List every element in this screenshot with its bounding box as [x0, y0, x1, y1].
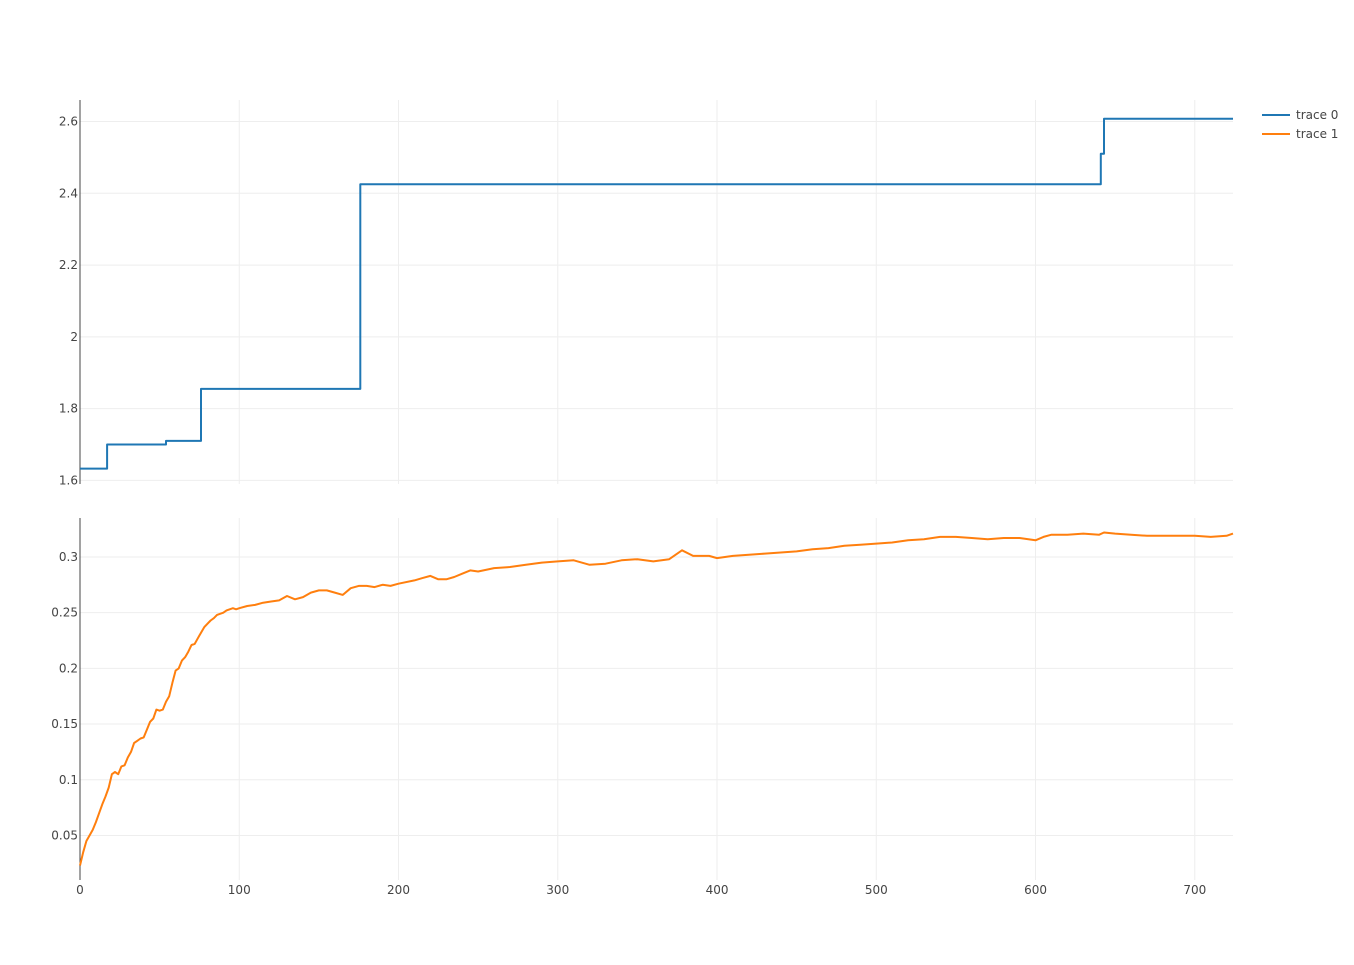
series-line-trace-0 — [80, 117, 1233, 470]
axis-layer: 0 100 200 300 400 500 600 700 1.6 1.8 2 2.2 2.4 2.6 0.… — [51, 100, 1206, 897]
grid-layer — [80, 100, 1233, 880]
series-layer — [79, 117, 1234, 866]
y-tick-label-lower: 0.15 — [51, 717, 78, 731]
legend[interactable]: trace 0 trace 1 — [1262, 108, 1338, 141]
y-tick-label-upper: 2.4 — [59, 186, 78, 200]
x-tick-label: 0 — [76, 883, 84, 897]
x-tick-label: 500 — [865, 883, 888, 897]
y-tick-label-upper: 2.6 — [59, 115, 78, 129]
y-tick-label-lower: 0.25 — [51, 606, 78, 620]
legend-label-trace-1: trace 1 — [1296, 127, 1338, 141]
x-tick-label: 200 — [387, 883, 410, 897]
series-line-trace-1 — [79, 531, 1234, 866]
legend-item-trace-1[interactable]: trace 1 — [1262, 127, 1338, 141]
y-tick-label-upper: 1.6 — [59, 473, 78, 487]
y-tick-label-upper: 2.2 — [59, 258, 78, 272]
y-tick-label-upper: 2 — [70, 330, 78, 344]
x-tick-label: 100 — [228, 883, 251, 897]
y-tick-label-lower: 0.2 — [59, 661, 78, 675]
legend-label-trace-0: trace 0 — [1296, 108, 1338, 122]
legend-item-trace-0[interactable]: trace 0 — [1262, 108, 1338, 122]
y-tick-label-lower: 0.05 — [51, 828, 78, 842]
y-tick-label-upper: 1.8 — [59, 402, 78, 416]
x-tick-label: 300 — [546, 883, 569, 897]
x-tick-label: 400 — [706, 883, 729, 897]
y-tick-label-lower: 0.3 — [59, 550, 78, 564]
y-tick-label-lower: 0.1 — [59, 773, 78, 787]
x-tick-label: 700 — [1183, 883, 1206, 897]
x-tick-label: 600 — [1024, 883, 1047, 897]
